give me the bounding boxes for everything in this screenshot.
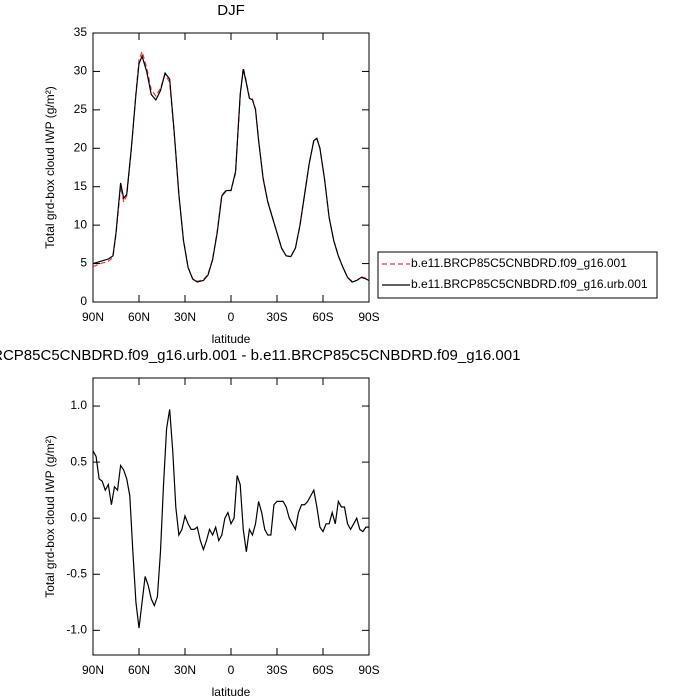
y-axis-label: Total grd-box cloud IWP (g/m²) (43, 435, 57, 598)
y-axis-label: Total grd-box cloud IWP (g/m²) (43, 86, 57, 249)
y-tick-label: 25 (74, 102, 88, 116)
x-axis-label: latitude (212, 685, 251, 699)
x-tick-label: 30S (266, 663, 287, 677)
x-tick-label: 0 (228, 310, 235, 324)
x-axis-label: latitude (212, 332, 251, 346)
x-tick-label: 30N (174, 663, 196, 677)
y-tick-label: 20 (74, 140, 88, 154)
plot-frame (92, 32, 370, 303)
x-tick-label: 30S (266, 310, 287, 324)
legend-label: b.e11.BRCP85C5CNBDRD.f09_g16.urb.001 (411, 277, 648, 291)
chart-title: DJF (217, 2, 245, 19)
series-line (92, 54, 370, 283)
x-tick-label: 60N (128, 310, 150, 324)
series-line (92, 49, 370, 282)
x-tick-label: 90N (82, 310, 104, 324)
x-tick-label: 90S (358, 663, 379, 677)
y-tick-label: -0.5 (66, 566, 87, 580)
chart-title: b.e11.BRCP85C5CNBDRD.f09_g16.urb.001 - b… (0, 347, 520, 364)
y-tick-label: 30 (74, 64, 88, 78)
plot-frame (92, 377, 370, 656)
y-tick-label: 0.0 (70, 510, 87, 524)
y-tick-label: 5 (80, 256, 87, 270)
y-tick-label: 0 (80, 294, 87, 308)
legend-box (377, 251, 658, 299)
x-tick-label: 60S (312, 310, 333, 324)
x-tick-label: 60N (128, 663, 150, 677)
x-tick-label: 60S (312, 663, 333, 677)
x-tick-label: 90N (82, 663, 104, 677)
x-tick-label: 90S (358, 310, 379, 324)
y-tick-label: -1.0 (66, 622, 87, 636)
y-tick-label: 10 (74, 217, 88, 231)
x-tick-label: 30N (174, 310, 196, 324)
x-tick-label: 0 (228, 663, 235, 677)
y-tick-label: 0.5 (70, 454, 87, 468)
series-line (92, 409, 369, 629)
y-tick-label: 35 (74, 25, 88, 39)
legend-label: b.e11.BRCP85C5CNBDRD.f09_g16.001 (411, 256, 627, 270)
y-tick-label: 15 (74, 179, 88, 193)
y-tick-label: 1.0 (70, 398, 87, 412)
